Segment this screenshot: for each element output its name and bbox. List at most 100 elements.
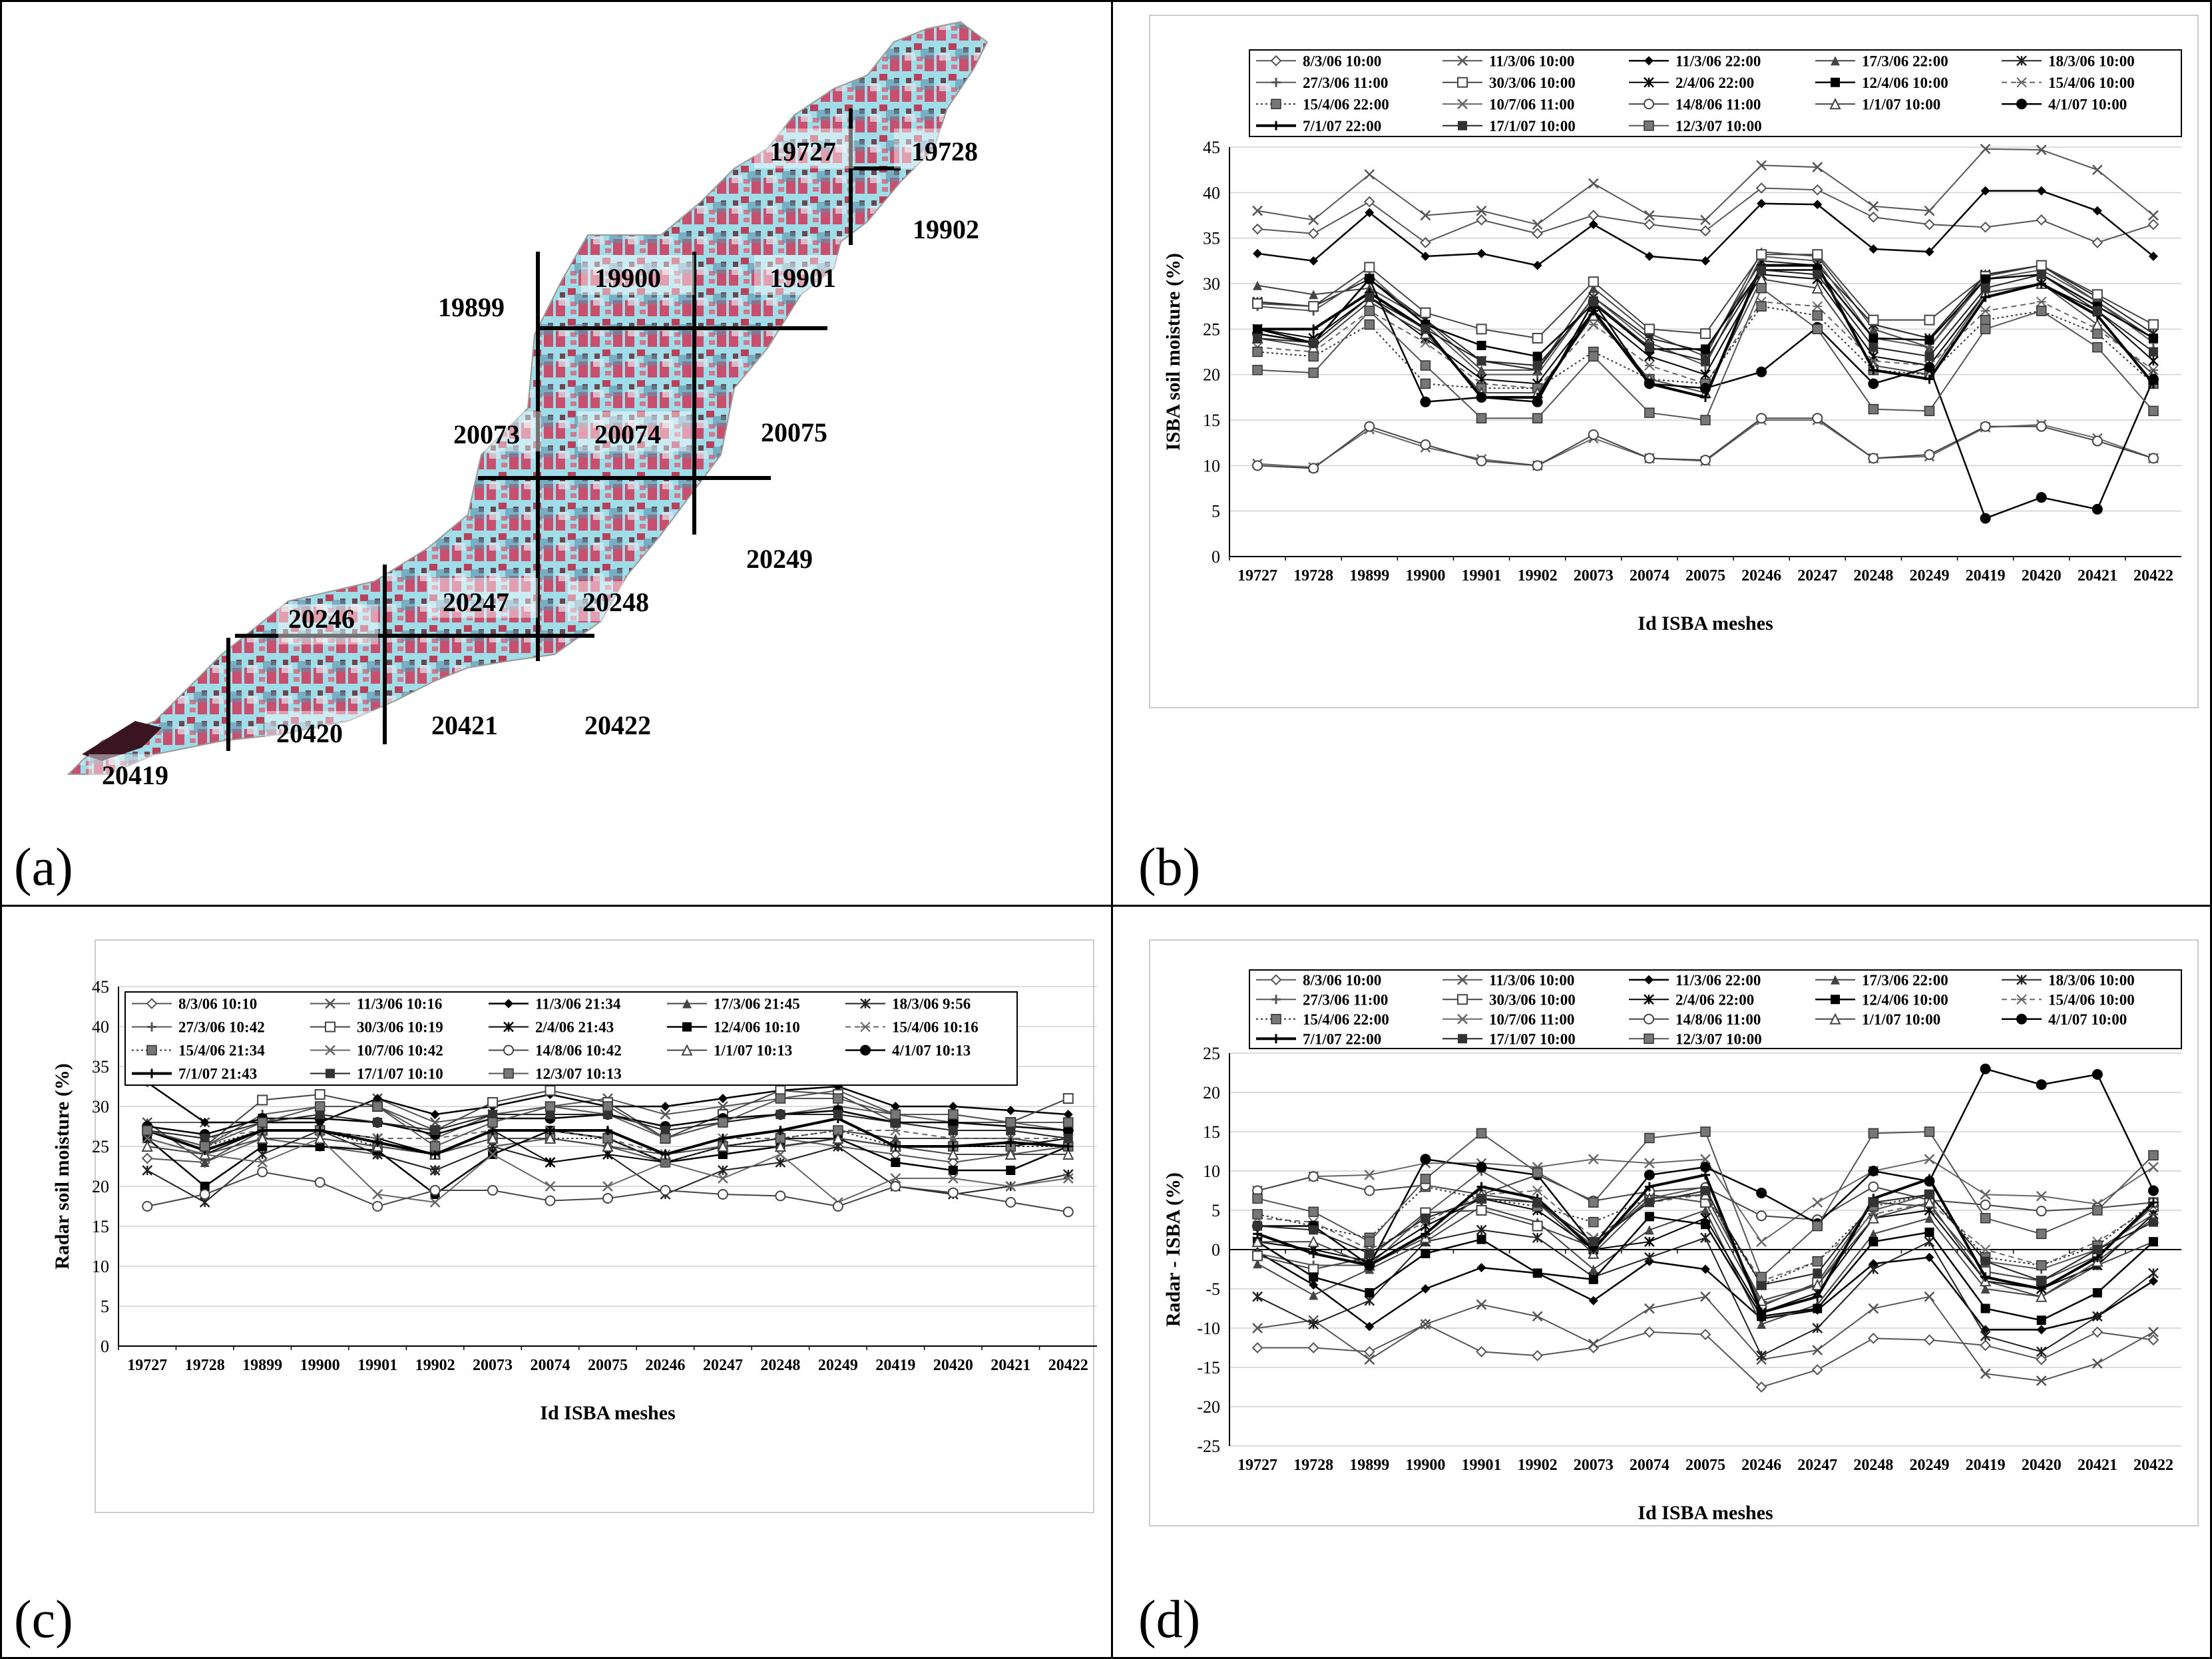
data-point [1813,1268,1823,1278]
legend-marker [2016,77,2027,88]
y-tick-label: 25 [1203,320,1220,339]
data-point [2148,210,2159,221]
data-point [1476,214,1487,226]
legend-marker [1457,994,1468,1005]
y-tick-label: 0 [101,1337,109,1356]
legend-marker [1458,120,1467,130]
data-point [1308,1171,1319,1182]
data-point [1588,276,1599,288]
x-tick-label: 20421 [2078,567,2117,585]
data-point [2147,453,2159,464]
data-point [1924,405,1935,417]
legend-label: 12/4/06 10:00 [1862,75,1948,91]
data-point [1756,1210,1767,1222]
data-point [1588,319,1599,330]
y-tick-label: 30 [1203,274,1220,294]
x-tick-label: 20248 [760,1357,800,1374]
legend-marker [1271,120,1281,130]
data-point [1644,453,1655,464]
data-point [487,1185,499,1196]
y-tick-label: -10 [1197,1319,1220,1338]
data-point [258,1142,268,1151]
cell-label: 20247 [443,587,509,617]
data-point [1700,369,1711,380]
data-point [1700,1126,1711,1137]
legend-label: 17/1/07 10:10 [357,1066,443,1082]
data-point [1307,1235,1319,1248]
data-point [1532,1311,1543,1322]
data-point [1980,1256,1990,1266]
data-point [1924,361,1935,373]
x-tick-label: 19901 [357,1357,397,1374]
x-tick-label: 19728 [1293,567,1333,585]
y-axis-title: Radar soil moisture (%) [51,1063,73,1270]
data-point [1476,1128,1487,1139]
data-point [1756,160,1767,171]
data-point [256,1132,268,1144]
data-point [1364,1170,1375,1180]
legend-marker [681,1044,693,1056]
data-point [142,1201,153,1212]
data-point [1365,292,1375,302]
x-tick-label: 19902 [1518,1457,1558,1474]
data-point [1980,1199,1991,1210]
x-tick-label: 20422 [1048,1357,1088,1374]
data-point [1980,306,1991,316]
data-point [1421,252,1431,261]
data-point [891,1102,901,1111]
data-point [2036,421,2047,432]
data-point [1644,1132,1655,1144]
data-point [1532,228,1544,240]
data-point [947,1187,959,1198]
y-tick-label: 30 [92,1097,109,1116]
data-point [1644,1236,1655,1248]
data-point [314,1132,326,1144]
data-point [1699,225,1711,237]
legend-marker [503,1021,514,1033]
data-point [1476,1224,1487,1236]
data-point [1868,378,1879,389]
data-point [774,1140,787,1152]
legend-label: 18/3/06 10:00 [2048,53,2135,69]
x-tick-label: 19902 [415,1357,455,1374]
x-tick-label: 19900 [1405,567,1445,585]
data-point [1588,306,1598,316]
data-point [1867,1332,1879,1344]
data-point [142,1165,153,1176]
data-point [1253,1221,1263,1231]
data-point [1364,1354,1375,1365]
data-point [1308,367,1319,378]
x-tick-label: 19728 [185,1357,225,1374]
data-point [1307,1342,1319,1353]
data-point [200,1118,210,1127]
data-point [1420,307,1431,318]
data-point [1476,1162,1487,1173]
data-point [660,1109,671,1120]
data-point [1476,1299,1487,1310]
legend-label: 4/1/07 10:00 [2048,96,2127,113]
data-point [1868,453,1879,464]
data-point [372,1189,383,1200]
data-point [1755,1294,1767,1306]
data-point [487,1132,499,1144]
data-point [1309,324,1319,334]
legend-marker [1644,77,1654,88]
series-16 [1253,265,2158,370]
data-point [141,1140,153,1152]
data-point [372,1201,383,1212]
data-point [1644,360,1655,371]
series-17 [1252,1126,2159,1283]
series-16 [1253,1186,2158,1290]
data-point [2036,270,2046,280]
data-point [1476,248,1486,258]
data-point [1420,1174,1431,1184]
data-point [430,1110,440,1119]
data-point [1532,413,1543,424]
data-point [1476,1205,1487,1216]
data-point [1251,223,1263,235]
data-point [199,1141,210,1152]
x-tick-label: 20249 [818,1357,858,1374]
y-tick-label: 15 [1203,1122,1220,1142]
data-point [1812,1323,1823,1333]
x-tick-label: 20422 [2133,567,2173,585]
